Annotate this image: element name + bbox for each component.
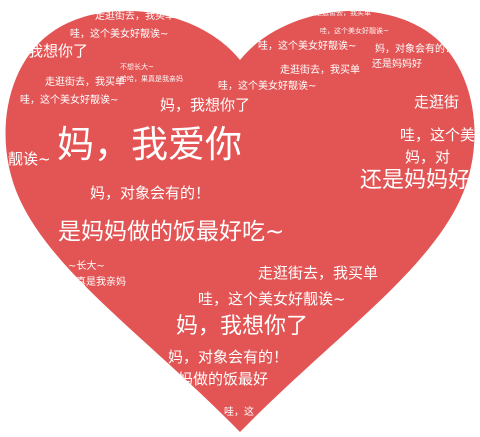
phrase-food-bottom-frag: 妈做的饭最好 (178, 370, 269, 388)
phrase-pretty-lower: 哇，这个美女好靓诶~ (198, 290, 346, 308)
phrase-pretty-left: 哇，这个美女好靓诶~ (20, 95, 119, 106)
phrase-shopping-small: 走逛街去，我买单 (95, 11, 175, 22)
phrase-right-dui-frag: 妈，对 (405, 148, 451, 166)
phrase-love-mom: 妈，我爱你 (57, 123, 242, 166)
phrase-pretty-tiny: 哇，这个美女好靓诶~ (320, 27, 389, 35)
phrase-grow-tiny: 不想长大~ (120, 63, 154, 71)
phrase-shopping-tiny: 走逛街去，我买单 (315, 9, 371, 17)
phrase-shopping-lower: 走逛街去，我买单 (258, 264, 379, 282)
phrase-bottom-mini: 哇，这 (224, 407, 254, 418)
phrase-home-cooking: 是妈妈做的饭最好吃~ (58, 219, 285, 245)
phrase-shopping-mid: 走逛街去，我买单 (280, 65, 360, 76)
phrase-left-ai-frag: 靓诶~ (8, 150, 51, 168)
phrase-right-pretty-frag: 哇，这个美女 (400, 126, 480, 144)
phrase-partner-lower: 妈，对象会有的！ (168, 348, 289, 366)
phrase-left-grow-frag: ~长大~ (68, 261, 105, 272)
phrase-shopping-left: 走逛街去，我买单 (45, 77, 125, 88)
phrase-pretty-center: 哇，这个美女好靓诶~ (218, 81, 317, 92)
phrase-miss-top: 我想你了 (28, 42, 89, 60)
phrase-partner-main: 妈，对象会有的！ (90, 184, 211, 202)
phrase-miss-center: 妈，我想你了 (160, 96, 251, 114)
phrase-right-still: 还是妈妈好 (360, 168, 471, 193)
phrase-still-right-top: 还是妈妈好 (372, 59, 422, 70)
phrase-partner-right: 妈，对象会有的！ (375, 44, 455, 55)
phrase-right-shop-frag: 走逛街 (414, 93, 460, 111)
phrase-pretty-right: 哇，这个美女好靓诶~ (258, 41, 357, 52)
phrase-pretty-small: 哇，这个美女好靓诶~ (70, 29, 169, 40)
phrase-real-tiny: 哈哈，果真是我亲妈 (120, 75, 183, 83)
phrase-miss-lower: 妈，我想你了 (176, 314, 309, 339)
phrase-left-real-frag: 果真是我亲妈 (66, 277, 126, 288)
